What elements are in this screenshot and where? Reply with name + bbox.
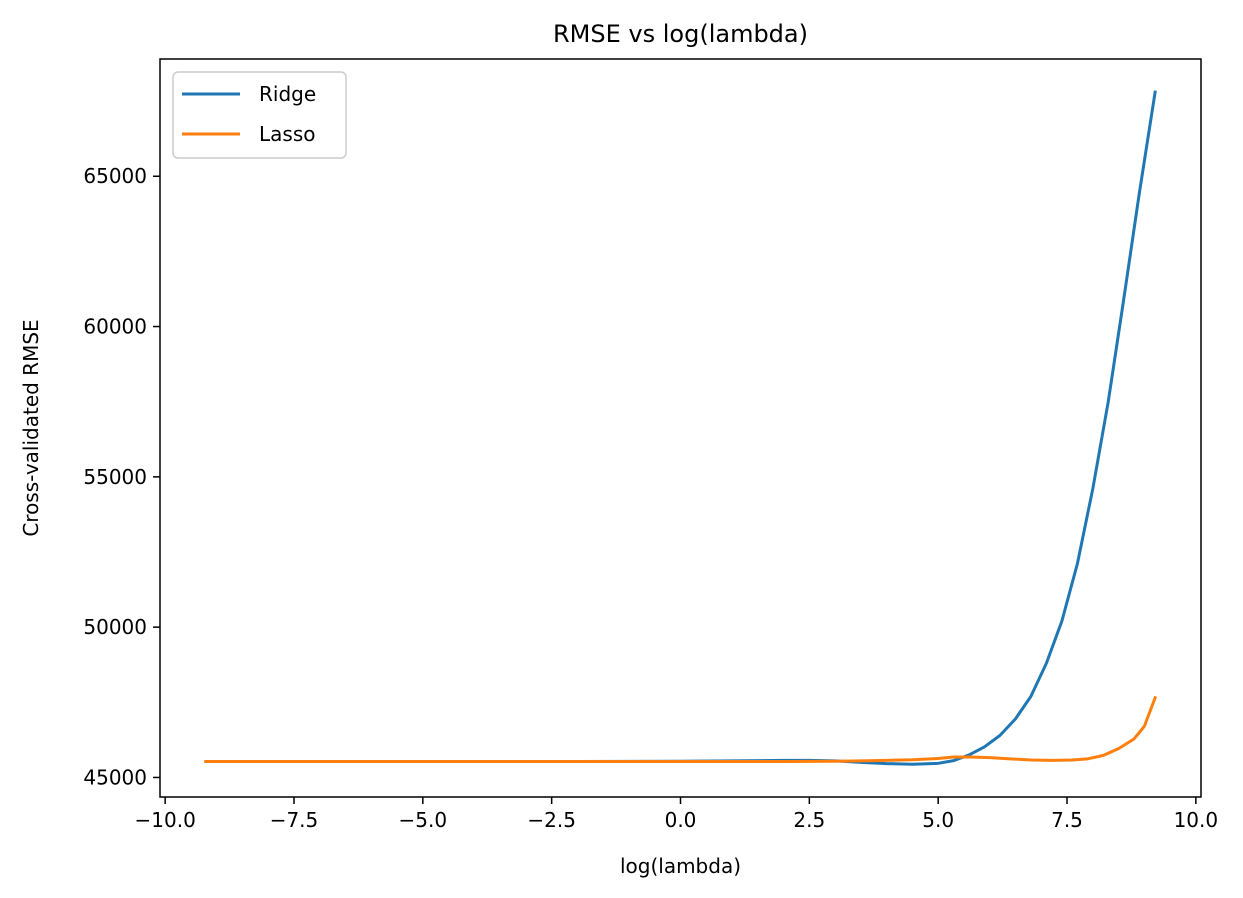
y-axis-title: Cross-validated RMSE <box>19 319 43 536</box>
x-tick-label: −10.0 <box>135 808 196 832</box>
x-tick-label: −2.5 <box>527 808 576 832</box>
legend: Ridge Lasso <box>172 71 347 159</box>
plot-lines <box>204 90 1158 766</box>
x-tick-label: 0.0 <box>665 808 697 832</box>
x-tick-label: 5.0 <box>922 808 954 832</box>
legend-label-lasso: Lasso <box>259 122 315 146</box>
x-tick-label: 10.0 <box>1174 808 1219 832</box>
x-axis-ticks: −10.0 −7.5 −5.0 −2.5 0.0 2.5 5.0 7.5 10.0 <box>135 797 1219 832</box>
legend-label-ridge: Ridge <box>259 82 316 106</box>
x-tick-label: 2.5 <box>793 808 825 832</box>
chart-title: RMSE vs log(lambda) <box>553 20 808 48</box>
y-tick-label: 50000 <box>83 615 147 639</box>
y-axis-ticks: 45000 50000 55000 60000 65000 <box>83 164 160 789</box>
y-tick-label: 45000 <box>83 765 147 789</box>
y-tick-label: 65000 <box>83 164 147 188</box>
x-tick-label: 7.5 <box>1051 808 1083 832</box>
x-tick-label: −7.5 <box>270 808 319 832</box>
x-axis-title: log(lambda) <box>620 854 741 878</box>
y-tick-label: 55000 <box>83 465 147 489</box>
y-tick-label: 60000 <box>83 315 147 339</box>
x-tick-label: −5.0 <box>399 808 448 832</box>
series-line-lasso <box>204 695 1158 764</box>
